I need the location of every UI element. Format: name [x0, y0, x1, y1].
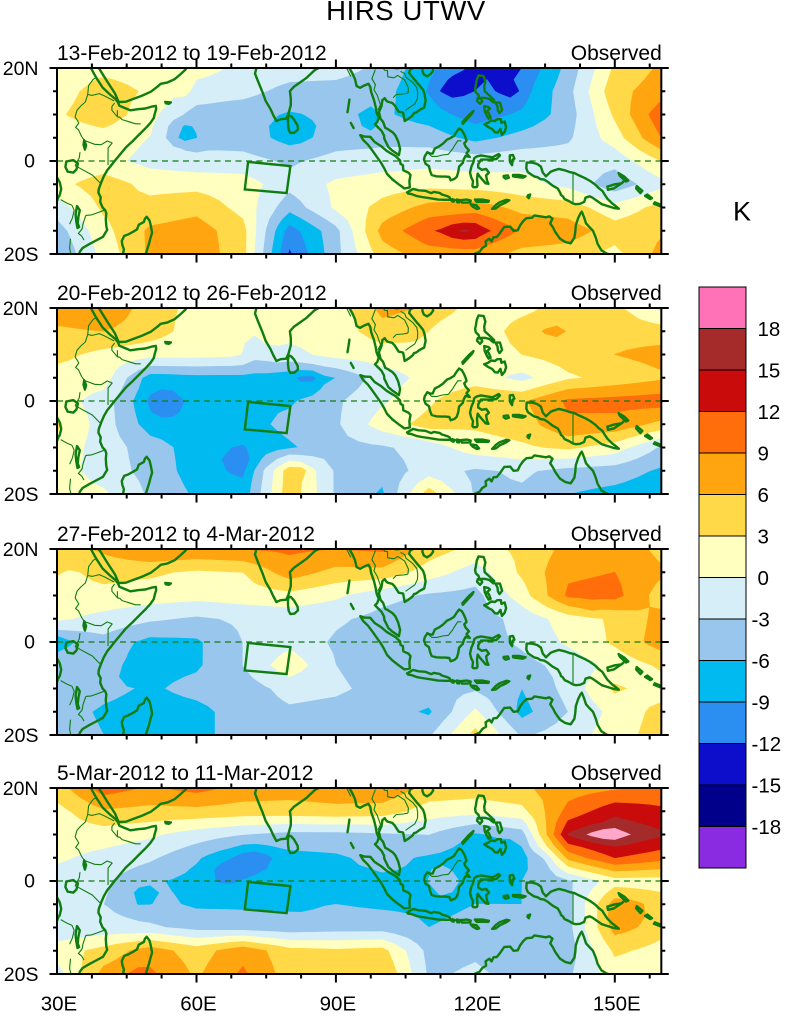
svg-text:Observed: Observed: [571, 42, 662, 65]
svg-text:0: 0: [24, 632, 35, 654]
svg-text:6: 6: [758, 484, 769, 507]
svg-text:27-Feb-2012 to 4-Mar-2012: 27-Feb-2012 to 4-Mar-2012: [57, 523, 315, 546]
svg-text:18: 18: [758, 318, 781, 341]
svg-text:12: 12: [758, 401, 781, 424]
svg-text:20S: 20S: [4, 725, 39, 747]
svg-text:20S: 20S: [4, 244, 39, 266]
svg-text:90E: 90E: [320, 993, 356, 1014]
svg-text:20S: 20S: [4, 964, 39, 986]
svg-text:9: 9: [758, 442, 769, 465]
svg-text:20S: 20S: [4, 484, 39, 506]
svg-text:20-Feb-2012 to 26-Feb-2012: 20-Feb-2012 to 26-Feb-2012: [57, 282, 327, 305]
svg-text:3: 3: [758, 525, 769, 548]
svg-text:0: 0: [24, 871, 35, 893]
svg-text:20N: 20N: [3, 298, 39, 320]
svg-text:20N: 20N: [3, 539, 39, 561]
svg-text:0: 0: [24, 151, 35, 173]
svg-text:-15: -15: [752, 774, 782, 797]
svg-text:-9: -9: [752, 691, 770, 714]
svg-text:Observed: Observed: [571, 282, 662, 305]
svg-text:120E: 120E: [453, 993, 501, 1014]
svg-text:60E: 60E: [180, 993, 216, 1014]
svg-text:Observed: Observed: [571, 762, 662, 785]
svg-text:K: K: [733, 197, 751, 227]
svg-text:13-Feb-2012 to 19-Feb-2012: 13-Feb-2012 to 19-Feb-2012: [57, 42, 327, 65]
svg-text:15: 15: [758, 359, 781, 382]
svg-text:Observed: Observed: [571, 523, 662, 546]
svg-text:-12: -12: [752, 733, 782, 756]
svg-text:-6: -6: [752, 650, 770, 673]
svg-text:5-Mar-2012 to 11-Mar-2012: 5-Mar-2012 to 11-Mar-2012: [57, 762, 313, 785]
svg-text:-3: -3: [752, 608, 770, 631]
svg-text:-18: -18: [752, 816, 782, 839]
svg-text:30E: 30E: [41, 993, 77, 1014]
svg-text:HIRS UTWV: HIRS UTWV: [326, 0, 486, 26]
svg-text:0: 0: [24, 391, 35, 413]
svg-text:150E: 150E: [593, 993, 641, 1014]
svg-text:20N: 20N: [3, 58, 39, 80]
svg-text:20N: 20N: [3, 778, 39, 800]
svg-text:0: 0: [758, 567, 769, 590]
